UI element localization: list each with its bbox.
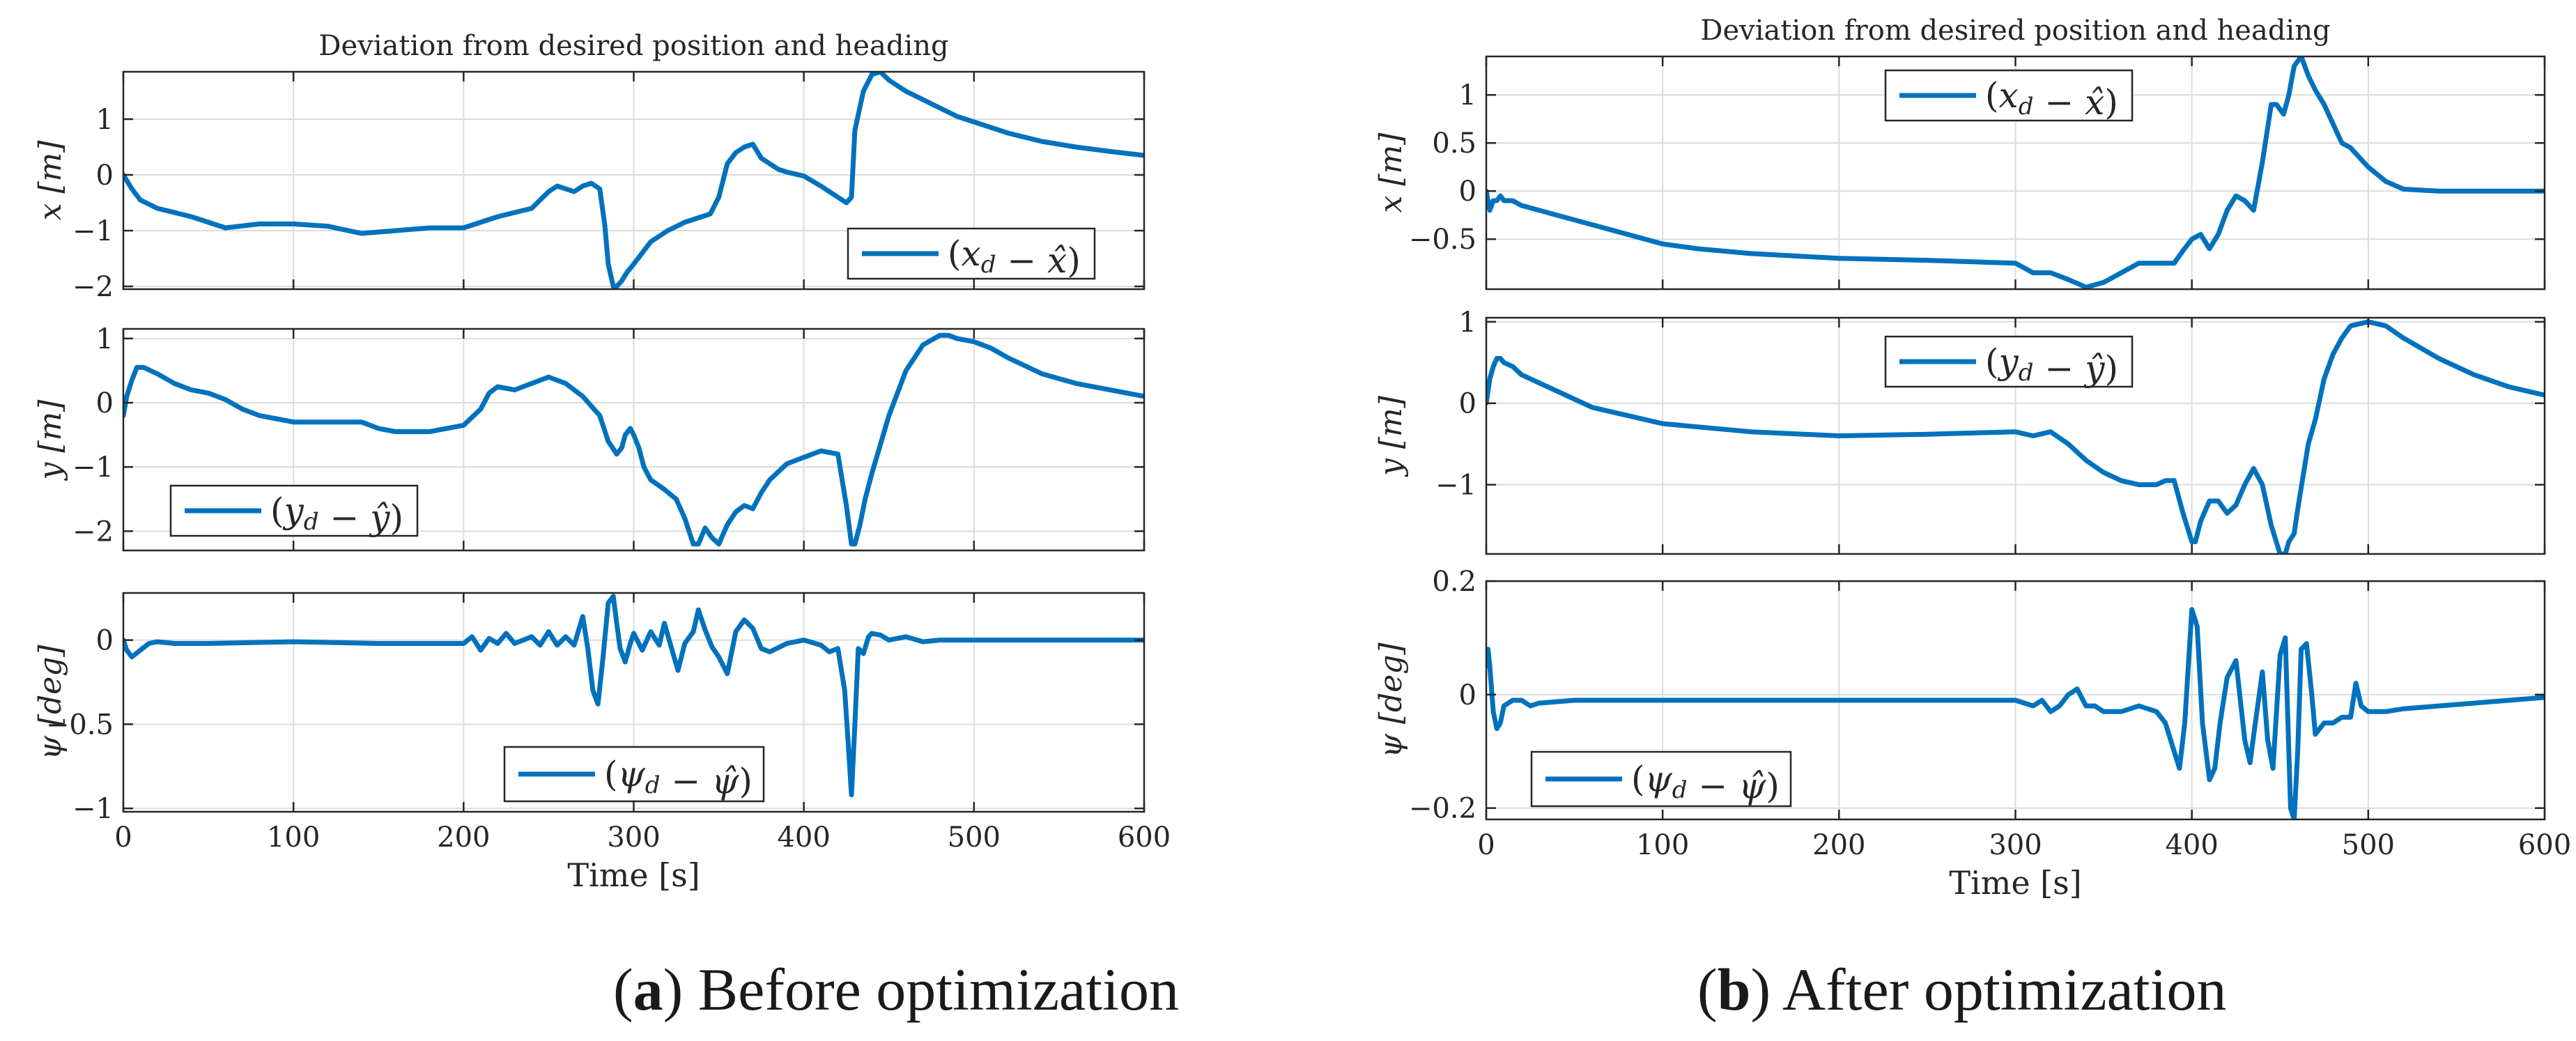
panel-a-row-1-ytick-label-0: −2 bbox=[72, 516, 114, 548]
panel-b-row-0-ytick-label-0: −0.5 bbox=[1409, 224, 1476, 256]
panel-a-row-2-legend-label: (ψd − ψ̂) bbox=[604, 754, 753, 801]
panel-a-row-1-chart: −2 −1 0 1 y [m] (yd − ŷ) bbox=[33, 323, 1146, 552]
panel-a-row-2-xtick-label-2: 200 bbox=[437, 822, 490, 854]
panel-a-row-0-series-line-0 bbox=[123, 72, 1144, 289]
panel-a-row-0-ytick-label-1: −1 bbox=[72, 215, 114, 247]
panel-a-row-0-title: Deviation from desired position and head… bbox=[318, 30, 948, 62]
panel-b-row-2-ytick-label-0: −0.2 bbox=[1409, 793, 1476, 825]
panel-b-row-2-xtick-label-4: 400 bbox=[2165, 829, 2218, 861]
panel-b-row-2-xtick-label-6: 600 bbox=[2518, 829, 2571, 861]
panel-b-row-2-ytick-label-1: 0 bbox=[1459, 679, 1476, 711]
panel-a-row-2-series-line-0 bbox=[123, 594, 1144, 798]
panel-a-row-2-xtick-label-3: 300 bbox=[607, 822, 660, 854]
caption-a: (a) Before optimization bbox=[613, 956, 1179, 1023]
panel-a-row-2-xtick-label-0: 0 bbox=[114, 822, 132, 854]
panel-a-row-0-ytick-label-0: −2 bbox=[72, 271, 114, 303]
panel-b-row-2-chart: 0 100 200 300 400 500 600−0.200.2ψ [deg]Time [… bbox=[1373, 566, 2571, 902]
panel-a-row-0-ytick-label-3: 1 bbox=[96, 104, 114, 136]
panel-b-row-2-xtick-label-1: 100 bbox=[1636, 829, 1689, 861]
panel-b-row-0-ytick-label-2: 0.5 bbox=[1432, 128, 1476, 160]
panel-b-row-0-legend: (xd − x̂) bbox=[1884, 69, 2134, 123]
panel-a-row-2-xlabel: Time [s] bbox=[567, 856, 700, 894]
panel-b-row-0-legend-label: (xd − x̂) bbox=[1985, 75, 2118, 123]
panel-b-row-2-xtick-label-2: 200 bbox=[1812, 829, 1865, 861]
panel-b-row-0-ytick-label-1: 0 bbox=[1459, 176, 1476, 208]
panel-b-row-1-ytick-label-1: 0 bbox=[1459, 388, 1476, 420]
panel-a-row-1-ylabel: y [m] bbox=[33, 399, 68, 481]
panel-b-row-1-ytick-label-0: −1 bbox=[1435, 470, 1476, 502]
panel-a-row-1-ytick-label-1: −1 bbox=[72, 452, 114, 484]
panel-b-row-0-ylabel: x [m] bbox=[1373, 132, 1409, 213]
panel-a-row-2-xtick-label-6: 600 bbox=[1118, 822, 1171, 854]
caption-b: (b) After optimization bbox=[1697, 956, 2227, 1023]
panel-b-row-2-ylabel: ψ [deg] bbox=[1373, 642, 1409, 758]
panel-a-row-1-legend-label: (yd − ŷ) bbox=[270, 491, 403, 538]
panel-b-row-0-series-line-0 bbox=[1486, 56, 2545, 289]
panel-b-row-2-legend-label: (ψd − ψ̂) bbox=[1631, 759, 1780, 806]
panel-a-row-2-ytick-label-0: −1 bbox=[72, 793, 114, 825]
panel-a-row-2-ylabel: ψ [deg] bbox=[33, 645, 68, 760]
panel-b-row-2-ytick-label-2: 0.2 bbox=[1432, 566, 1476, 598]
panel-a-row-0-ytick-label-2: 0 bbox=[96, 160, 114, 192]
panel-a-row-2-xtick-label-4: 400 bbox=[777, 822, 830, 854]
panel-b-row-0-title: Deviation from desired position and head… bbox=[1700, 15, 2330, 47]
panel-a-row-0-chart: −2 −1 0 1 x [m] Deviation from desired positi… bbox=[33, 30, 1146, 303]
panel-b-row-0-legend-box bbox=[1884, 69, 2134, 122]
panel-b-row-2-legend: (ψd − ψ̂) bbox=[1530, 750, 1792, 808]
panel-a-row-0-legend: (xd − x̂) bbox=[847, 227, 1096, 281]
panel-b-row-0-chart: −0.5 0 0.5 1 x [m] Deviation from desired pos… bbox=[1373, 15, 2546, 291]
panel-b-row-2-xtick-label-3: 300 bbox=[1989, 829, 2042, 861]
panel-a-row-2-xtick-label-5: 500 bbox=[948, 822, 1001, 854]
panel-b-row-2-xtick-label-5: 500 bbox=[2342, 829, 2395, 861]
panel-a-row-1-ytick-label-3: 1 bbox=[96, 323, 114, 355]
panel-a-row-1-ytick-label-2: 0 bbox=[96, 387, 114, 419]
panel-b-row-1-legend-label: (yd − ŷ) bbox=[1985, 341, 2118, 389]
panel-a-row-0-ylabel: x [m] bbox=[33, 140, 68, 221]
panel-a-row-1-legend: (yd − ŷ) bbox=[169, 484, 419, 538]
panel-b-row-1-series-line-0 bbox=[1486, 319, 2545, 554]
panel-b-row-2-xtick-label-0: 0 bbox=[1477, 829, 1495, 861]
panel-b-row-0-ytick-label-3: 1 bbox=[1459, 79, 1476, 111]
panel-a-row-2-ytick-label-2: 0 bbox=[96, 625, 114, 657]
panel-b-row-2-xlabel: Time [s] bbox=[1949, 864, 2081, 902]
panel-b-row-2-series-line-0 bbox=[1486, 607, 2545, 819]
panel-b-row-1-chart: −1 0 1 y [m] (yd − ŷ) bbox=[1373, 307, 2546, 555]
panel-b-row-1-legend: (yd − ŷ) bbox=[1884, 335, 2134, 389]
panel-a-row-1-series-line-0 bbox=[123, 332, 1144, 547]
panel-a-row-0-legend-label: (xd − x̂) bbox=[948, 233, 1081, 281]
panel-b-row-1-ytick-label-2: 1 bbox=[1459, 307, 1476, 339]
panel-a-row-2-ytick-label-1: −0.5 bbox=[46, 709, 114, 741]
panel-b-row-1-ylabel: y [m] bbox=[1373, 395, 1409, 477]
panel-a-row-0-legend-box bbox=[847, 227, 1096, 280]
panel-a-row-2-xtick-label-1: 100 bbox=[267, 822, 320, 854]
panel-a-row-2-legend: (ψd − ψ̂) bbox=[503, 746, 765, 803]
panel-a-row-2-chart: 0 100 200 300 400 500 600 −1 −0.5 0 ψ [deg] Time [s… bbox=[33, 592, 1171, 894]
